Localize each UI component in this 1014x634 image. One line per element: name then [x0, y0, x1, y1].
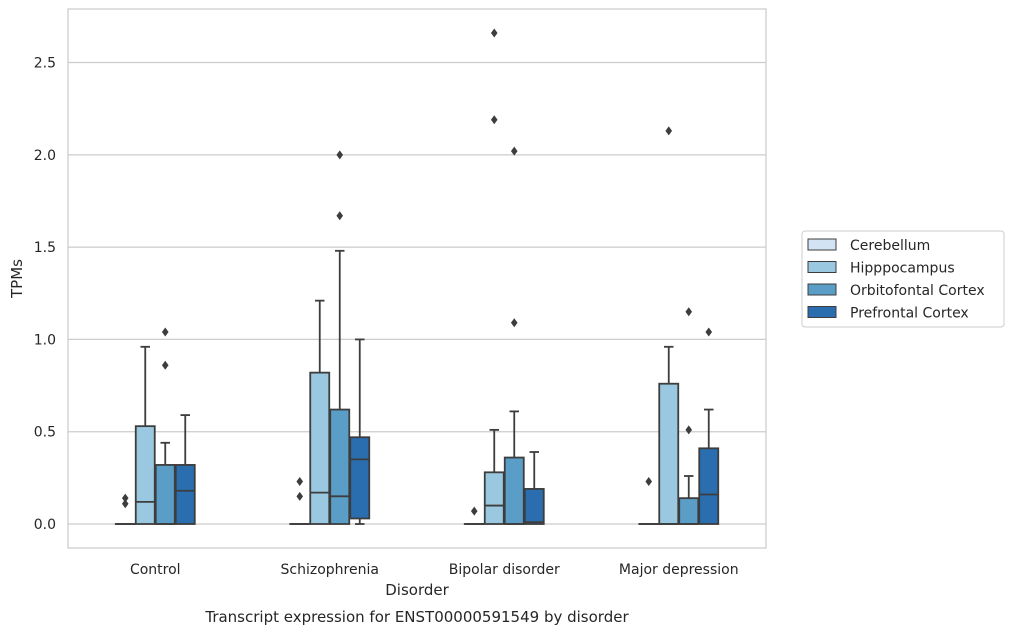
- legend-item: Orbitofontal Cortex: [807, 283, 985, 299]
- legend-frame: [801, 230, 1005, 328]
- outlier-point: [685, 425, 693, 435]
- box: [678, 307, 700, 525]
- outlier-point: [161, 327, 169, 337]
- outlier-point: [121, 499, 129, 509]
- legend-swatch: [807, 306, 837, 318]
- outlier-point: [490, 115, 498, 125]
- box: [329, 150, 351, 525]
- box: [309, 299, 331, 525]
- legend-label: Hipppocampus: [850, 261, 955, 277]
- box: [638, 477, 660, 525]
- legend: Cerebellum Hipppocampus Orbitofontal Corte…: [801, 230, 1005, 328]
- box: [289, 477, 311, 525]
- y-tick-label: 1.0: [34, 332, 56, 348]
- box-body: [134, 425, 156, 525]
- box-body: [154, 464, 176, 525]
- box-body: [698, 447, 720, 525]
- legend-label: Orbitofontal Cortex: [850, 283, 985, 299]
- outlier-point: [121, 493, 129, 503]
- x-axis-label: Disorder: [385, 581, 449, 599]
- box-body: [678, 497, 700, 525]
- y-axis-label: TPMs: [8, 259, 26, 299]
- legend-item: Prefrontal Cortex: [807, 306, 969, 322]
- legend-swatch: [807, 261, 837, 273]
- y-tick-label: 1.5: [34, 240, 56, 256]
- box: [483, 28, 505, 525]
- outlier-point: [645, 477, 653, 487]
- outlier-point: [490, 28, 498, 38]
- box-body: [503, 456, 525, 525]
- x-tick-label: Schizophrenia: [281, 562, 379, 578]
- x-axis-ticks: Control Schizophrenia Bipolar disorder Majo…: [130, 562, 739, 578]
- chart-caption: Transcript expression for ENST0000059154…: [204, 608, 629, 626]
- y-axis-ticks: 0.0 0.5 1.0 1.5 2.0 2.5: [34, 56, 56, 533]
- box: [503, 146, 525, 525]
- outlier-point: [665, 126, 673, 136]
- outlier-point: [705, 327, 713, 337]
- y-tick-label: 2.0: [34, 148, 56, 164]
- box-body: [658, 382, 680, 525]
- box: [658, 126, 680, 525]
- box-body: [483, 471, 505, 525]
- box-body: [523, 488, 545, 525]
- outlier-point: [336, 211, 344, 221]
- box-body: [309, 371, 331, 525]
- box: [154, 327, 176, 525]
- outlier-point: [336, 150, 344, 160]
- box: [174, 414, 196, 525]
- box: [349, 338, 371, 525]
- legend-swatch: [807, 238, 837, 251]
- outlier-point: [296, 477, 304, 487]
- y-tick-label: 0.5: [34, 425, 56, 441]
- box-plots: [114, 28, 720, 525]
- x-tick-label: Major depression: [619, 562, 739, 578]
- outlier-point: [161, 360, 169, 370]
- box: [698, 327, 720, 525]
- legend-swatch: [807, 283, 837, 296]
- legend-item: Cerebellum: [807, 238, 930, 254]
- outlier-point: [510, 318, 518, 328]
- plot-frame: [67, 8, 767, 549]
- x-tick-label: Bipolar disorder: [449, 562, 560, 578]
- y-tick-label: 0.0: [34, 517, 56, 533]
- outlier-point: [470, 506, 478, 516]
- legend-label: Prefrontal Cortex: [850, 306, 969, 322]
- legend-item: Hipppocampus: [807, 261, 955, 277]
- box: [463, 506, 485, 525]
- outlier-point: [296, 491, 304, 501]
- outlier-point: [685, 307, 693, 317]
- legend-label: Cerebellum: [850, 238, 930, 254]
- box: [114, 493, 136, 525]
- box: [134, 345, 156, 525]
- box-body: [174, 464, 196, 525]
- box-body: [329, 408, 351, 525]
- box-body: [349, 436, 371, 520]
- x-tick-label: Control: [130, 562, 181, 578]
- box: [523, 451, 545, 525]
- outlier-point: [510, 146, 518, 156]
- y-tick-label: 2.5: [34, 56, 56, 72]
